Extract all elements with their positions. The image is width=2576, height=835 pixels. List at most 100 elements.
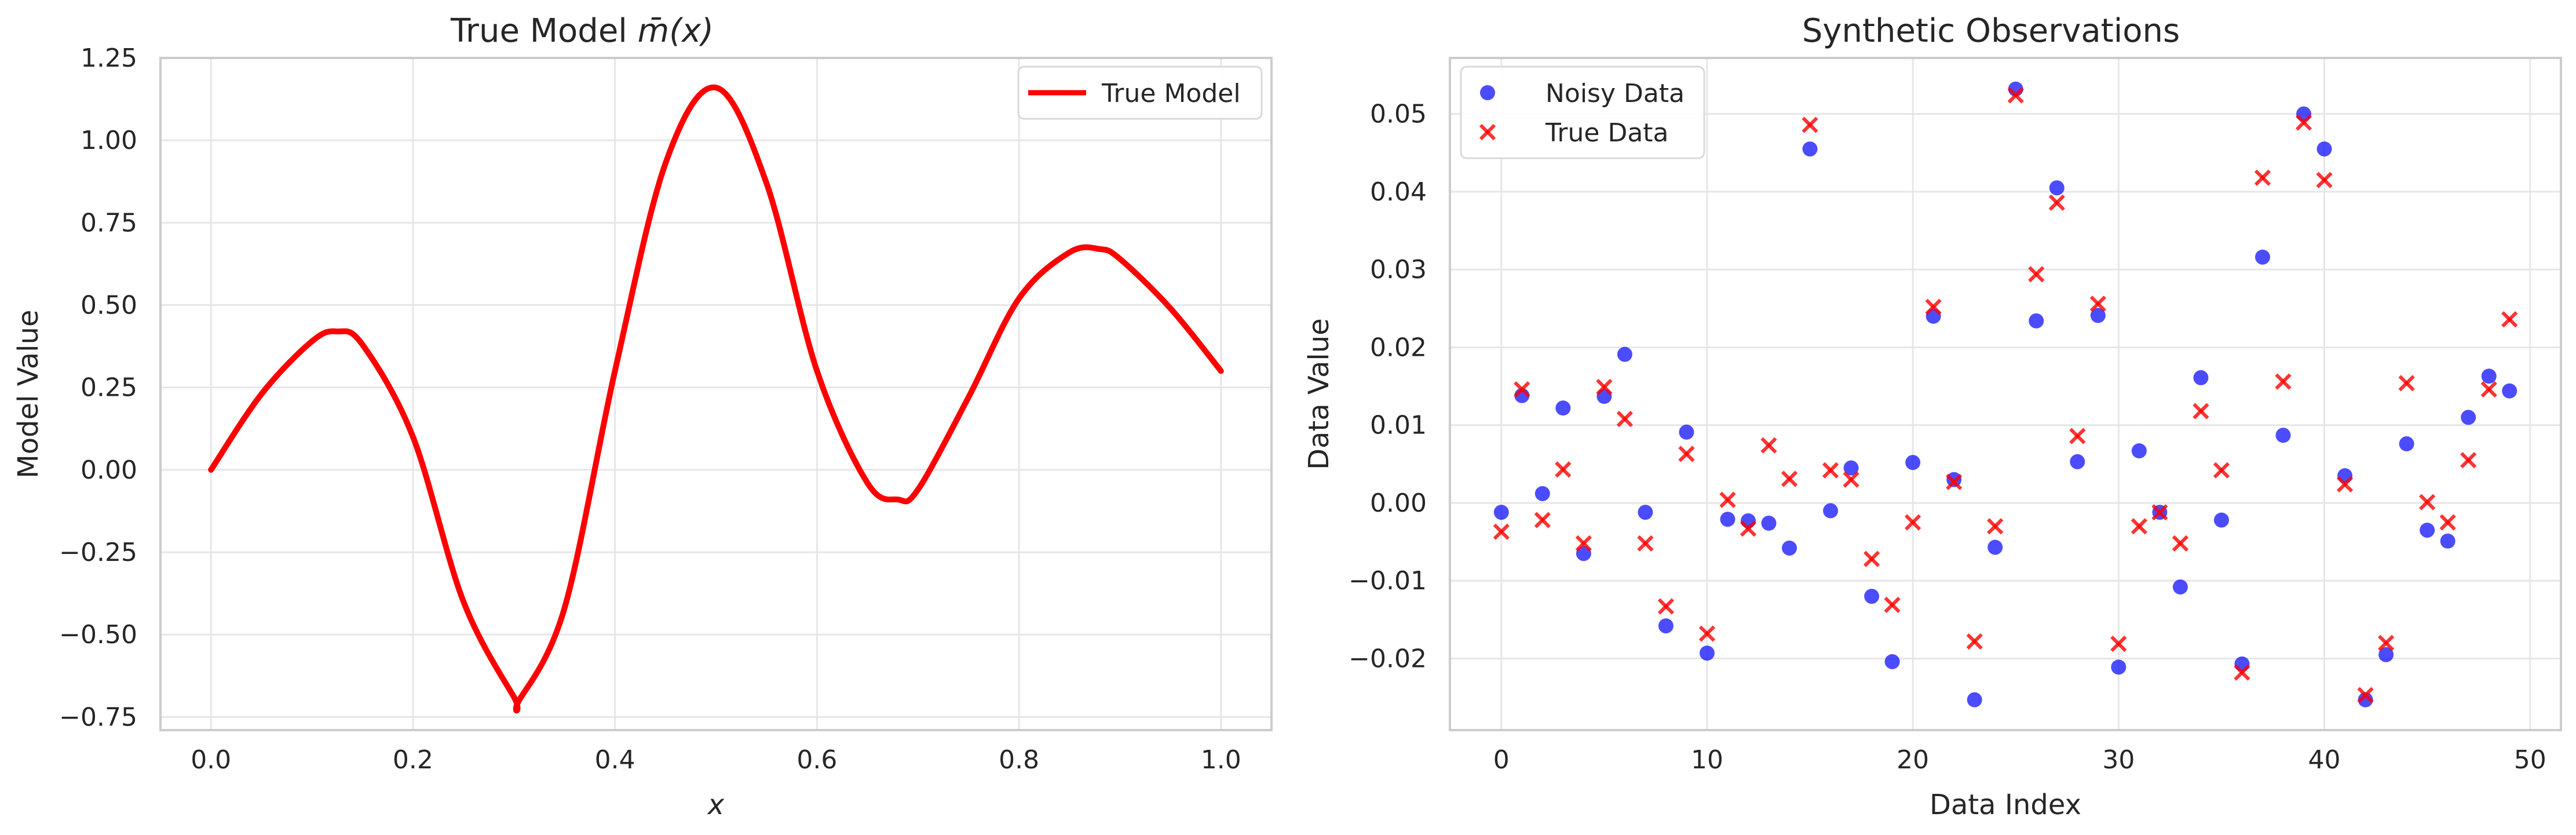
x-tick-label: 0 [1493, 745, 1510, 775]
x-tick-label: 1.0 [1201, 745, 1241, 775]
true-data-point [1864, 550, 1880, 567]
y-tick-label: 0.00 [1370, 488, 1427, 518]
true-data-point [2234, 664, 2250, 681]
true-data-point [2398, 375, 2415, 392]
noisy-data-point [2193, 370, 2209, 385]
true-data-point [2295, 114, 2312, 131]
plot-area [1493, 81, 2518, 708]
true-data-point [1843, 471, 1859, 488]
true-data-point [2439, 514, 2456, 531]
true-data-point [1781, 471, 1798, 487]
true-data-point [2131, 518, 2147, 535]
legend-marker-noisy-data [1480, 85, 1495, 100]
y-tick-label: 0.01 [1370, 411, 1427, 440]
true-data-point [2151, 504, 2168, 521]
noisy-data-point [1555, 400, 1571, 416]
y-axis-label: Model Value [12, 309, 45, 478]
noisy-data-point [1534, 486, 1550, 501]
noisy-data-point [1658, 618, 1674, 634]
true-data-point [1966, 633, 1983, 650]
true-data-point [1925, 298, 1942, 315]
legend-box [1017, 65, 1263, 120]
true-data-point [1534, 512, 1551, 528]
noisy-data-point [2111, 659, 2126, 675]
axes-frame [1449, 57, 2562, 731]
true-data-point [2377, 635, 2395, 651]
true-data-point [1555, 461, 1572, 478]
tick-labels: 0.0 0.2 0.4 0.6 0.8 1.0 −0.75 −0.50 −0.25 0.00 0.2… [59, 43, 1241, 775]
noisy-data-point [1905, 455, 1921, 471]
true-data-point [2028, 266, 2045, 283]
true-data-point [1657, 598, 1675, 615]
noisy-data-point [2399, 436, 2414, 451]
y-tick-label: −0.25 [59, 538, 137, 567]
y-tick-label: −0.50 [59, 620, 137, 650]
true-data-point [1822, 462, 1839, 479]
true-data-point [2501, 311, 2518, 328]
y-tick-label: −0.02 [1349, 644, 1427, 673]
x-tick-label: 30 [2102, 745, 2135, 775]
chart-title: Synthetic Observations [1802, 12, 2180, 50]
noisy-data-point [2255, 249, 2270, 265]
true-data-point [2048, 194, 2065, 211]
noisy-data-point [2172, 579, 2188, 595]
true-data-point [1884, 596, 1901, 613]
x-tick-label: 0.4 [595, 745, 635, 775]
noisy-data-point [2049, 180, 2065, 196]
noisy-data-point [1493, 505, 1509, 520]
y-tick-label: −0.75 [59, 702, 137, 732]
legend-label-true-model: True Model [1101, 79, 1241, 108]
noisy-data-point [1782, 540, 1797, 556]
noisy-data-point [1843, 460, 1859, 476]
x-tick-label: 20 [1897, 745, 1929, 775]
noisy-data-point [1699, 646, 1715, 661]
true-data-point [2336, 476, 2354, 493]
true-data-point [2357, 687, 2374, 703]
noisy-data-point [2131, 443, 2147, 459]
y-tick-label: 1.00 [81, 126, 137, 155]
noisy-data-point [1967, 692, 1982, 708]
x-tick-label: 40 [2308, 745, 2341, 775]
true-data-point [1946, 473, 1963, 490]
grid [1450, 58, 2561, 730]
series-line-true-model [208, 84, 1224, 714]
x-axis-label: x [707, 789, 725, 821]
noisy-data-point [1617, 347, 1632, 362]
true-data-point [1905, 514, 1921, 531]
true-data-point [1493, 523, 1510, 540]
true-data-point [2069, 428, 2086, 444]
y-tick-label: 0.03 [1370, 255, 1427, 285]
y-tick-label: 1.25 [81, 43, 137, 73]
y-tick-label: 0.04 [1370, 177, 1427, 207]
noisy-data-point [2378, 647, 2394, 662]
y-tick-label: 0.50 [81, 290, 137, 320]
noisy-data-point [2420, 522, 2435, 538]
legend-label-noisy-data: Noisy Data [1545, 79, 1685, 108]
true-data-point [2316, 172, 2333, 188]
noisy-data-point [1576, 546, 1591, 561]
x-tick-label: 0.8 [999, 745, 1039, 775]
noisy-data-point [2090, 308, 2106, 323]
true-data-point [1760, 437, 1777, 454]
legend: Noisy Data True Data [1460, 65, 1705, 159]
grid [160, 57, 1271, 730]
noisy-data-point [2213, 512, 2229, 528]
noisy-data-point [1741, 513, 1756, 528]
legend: True Model [1017, 65, 1263, 120]
true-data-point [2480, 381, 2497, 398]
true-data-point [2419, 494, 2436, 511]
noisy-data-point [1987, 539, 2003, 555]
true-data-point [2172, 535, 2189, 552]
true-data-point [2110, 635, 2127, 652]
chart-title: True Model m̄(x) [450, 12, 714, 50]
noisy-data-point [2029, 313, 2044, 329]
true-data-point [2089, 296, 2106, 312]
true-model-chart: True Model m̄(x) 0.0 0.2 0.4 0.6 0.8 1.0 −0.75… [12, 12, 1273, 821]
x-tick-label: 0.6 [796, 745, 837, 775]
noisy-data-point [1761, 515, 1777, 531]
tick-labels: 0 10 20 30 40 50 −0.02 −0.01 0.00 0.01 0.02 0.03 0.0… [1349, 100, 2546, 775]
noisy-data-point [1802, 141, 1818, 157]
true-data-point [1740, 520, 1757, 537]
y-tick-label: 0.75 [81, 208, 137, 238]
x-tick-label: 0.2 [393, 745, 433, 775]
